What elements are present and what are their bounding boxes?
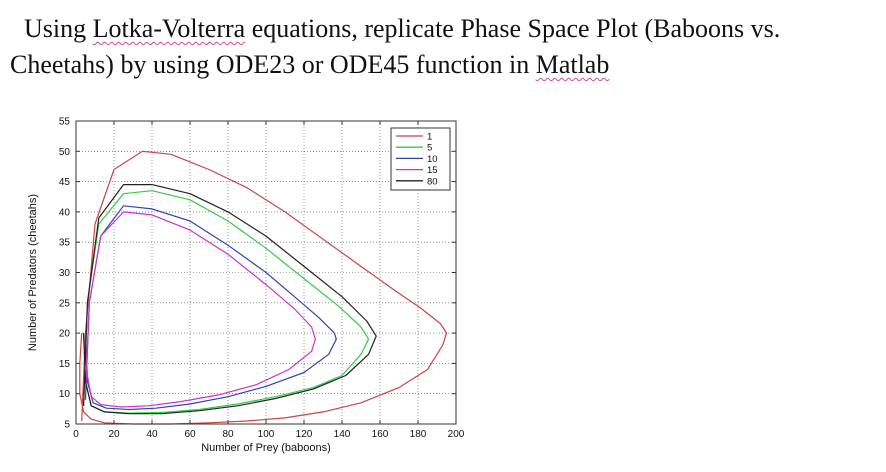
headline-line-1-pre: Using (24, 14, 93, 43)
x-tick-label: 20 (108, 429, 120, 440)
legend-label-80: 80 (427, 176, 438, 187)
y-tick-label: 25 (59, 298, 71, 309)
headline-line-1-post: equations, replicate Phase Space Plot (B… (245, 14, 781, 43)
legend-label-5: 5 (427, 143, 432, 154)
x-tick-label: 180 (410, 429, 427, 440)
y-axis-label: Number of Predators (cheetahs) (27, 194, 39, 351)
y-tick-label: 50 (59, 147, 71, 158)
headline-line-2-pre: Cheetahs) by using ODE23 or ODE45 functi… (10, 50, 536, 79)
x-tick-label: 60 (184, 429, 196, 440)
legend-label-1: 1 (427, 132, 432, 143)
y-tick-label: 35 (59, 238, 71, 249)
x-tick-label: 200 (448, 429, 465, 440)
y-tick-label: 20 (59, 329, 71, 340)
headline-term-lotka-volterra: Lotka-Volterra (92, 14, 246, 43)
series-line-5 (83, 190, 370, 414)
tick-marks-group (75, 120, 457, 425)
y-tick-label: 10 (59, 389, 71, 400)
chart-series-group (79, 150, 448, 425)
y-tick-label: 15 (59, 359, 71, 370)
x-tick-label: 140 (334, 429, 351, 440)
tick-labels-group: 0 20 40 60 80 100 120 140 160 180 2005101520253035… (59, 117, 465, 441)
x-tick-label: 120 (296, 429, 313, 440)
legend-label-10: 10 (427, 154, 438, 165)
y-tick-label: 5 (64, 420, 70, 431)
legend-label-15: 15 (427, 165, 438, 176)
y-tick-label: 30 (59, 268, 71, 279)
headline-line-1: Using Lotka-Volterra equations, replicat… (24, 12, 780, 46)
series-line-10 (84, 205, 337, 411)
y-tick-label: 55 (59, 117, 71, 128)
x-axis-label: Number of Prey (baboons) (201, 442, 331, 454)
chart-grid (76, 121, 456, 424)
y-tick-label: 40 (59, 207, 71, 218)
headline-term-matlab: Matlab (535, 50, 610, 79)
headline-line-2: Cheetahs) by using ODE23 or ODE45 functi… (10, 48, 609, 82)
x-tick-label: 0 (73, 429, 79, 440)
x-tick-label: 80 (222, 429, 234, 440)
series-line-15 (84, 211, 316, 408)
series-line-80 (83, 184, 377, 415)
x-tick-label: 100 (258, 429, 275, 440)
x-tick-label: 40 (146, 429, 158, 440)
x-tick-label: 160 (372, 429, 389, 440)
y-tick-label: 45 (59, 177, 71, 188)
series-line-1 (79, 150, 448, 425)
